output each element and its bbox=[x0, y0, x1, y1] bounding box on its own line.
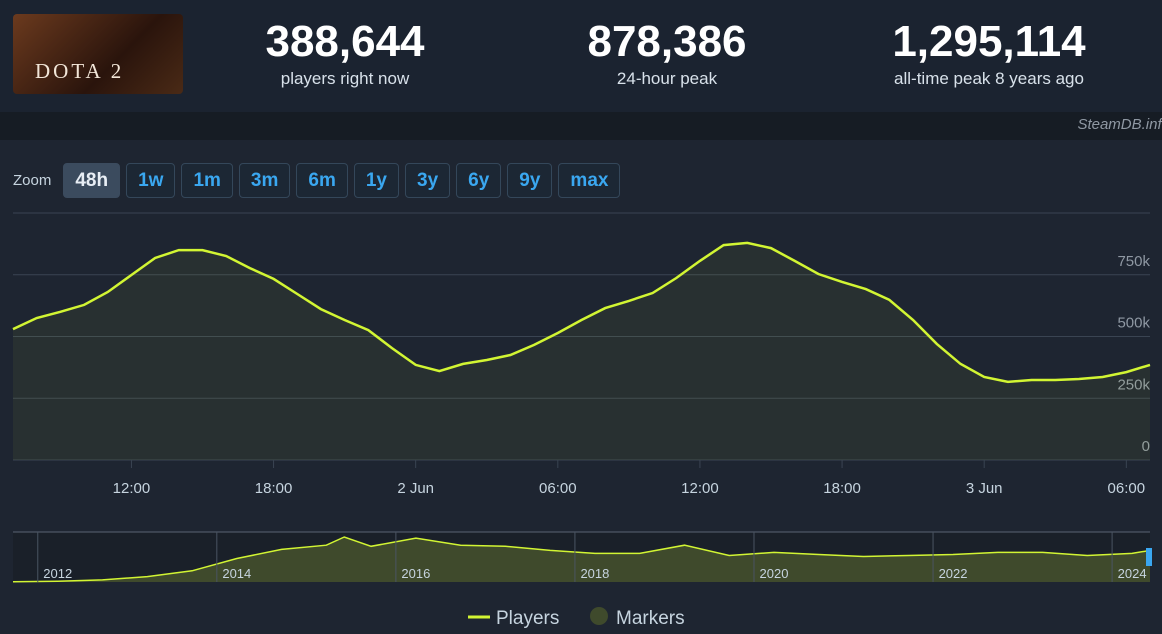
area-fill bbox=[13, 242, 1150, 460]
credit: SteamDB.info bbox=[1077, 116, 1162, 133]
zoom-button[interactable]: 3y bbox=[405, 163, 451, 198]
stat: 1,295,114 all-time peak 8 years ago bbox=[829, 16, 1149, 90]
stat-value: 1,295,114 bbox=[892, 17, 1086, 66]
y-tick-label: 500k bbox=[1117, 315, 1150, 332]
zoom-button[interactable]: 1m bbox=[181, 163, 233, 198]
stat-value: 388,644 bbox=[265, 17, 425, 66]
navigator-tick-label: 2018 bbox=[580, 566, 609, 581]
x-tick-label: 06:00 bbox=[539, 480, 577, 497]
stat-label: 24-hour peak bbox=[616, 69, 718, 88]
zoom-button[interactable]: max bbox=[558, 163, 621, 198]
x-tick-label: 06:00 bbox=[1108, 480, 1146, 497]
zoom-button[interactable]: 6m bbox=[296, 163, 348, 198]
stat-value: 878,386 bbox=[587, 17, 747, 66]
x-tick-label: 12:00 bbox=[113, 480, 151, 497]
stat-label: players right now bbox=[280, 69, 410, 88]
stat: 878,386 24-hour peak bbox=[507, 16, 827, 90]
header: DOTA 2 388,644 players right now 878,386 2… bbox=[0, 0, 1162, 112]
stat-label: all-time peak 8 years ago bbox=[894, 69, 1084, 88]
x-tick-label: 3 Jun bbox=[966, 480, 1003, 497]
zoom-button[interactable]: 1y bbox=[353, 163, 399, 198]
navigator-tick-label: 2024 bbox=[1118, 566, 1147, 581]
x-tick-label: 18:00 bbox=[823, 480, 861, 497]
navigator-handle[interactable] bbox=[1146, 548, 1152, 566]
navigator-tick-label: 2012 bbox=[43, 566, 72, 581]
navigator-tick-label: 2016 bbox=[401, 566, 430, 581]
navigator-line bbox=[12, 536, 1151, 583]
logo-text: DOTA 2 bbox=[35, 59, 125, 83]
zoom-button[interactable]: 1w bbox=[126, 163, 176, 198]
zoom-bar: Zoom 48h 1w 1m 3m 6m 1y 3y 6y 9y max bbox=[13, 163, 621, 198]
zoom-button[interactable]: 9y bbox=[507, 163, 553, 198]
y-tick-label: 750k bbox=[1117, 253, 1150, 270]
zoom-button[interactable]: 48h bbox=[63, 163, 121, 198]
zoom-label: Zoom bbox=[13, 172, 52, 189]
legend-marker bbox=[590, 607, 608, 625]
game-logo[interactable]: DOTA 2 bbox=[13, 14, 183, 94]
legend-label: Players bbox=[496, 608, 559, 629]
y-tick-label: 250k bbox=[1117, 376, 1150, 393]
navigator-tick-label: 2022 bbox=[939, 566, 968, 581]
legend-label: Markers bbox=[616, 608, 685, 629]
stat: 388,644 players right now bbox=[185, 16, 505, 90]
zoom-button[interactable]: 3m bbox=[238, 163, 291, 198]
x-tick-label: 12:00 bbox=[681, 480, 719, 497]
x-tick-label: 2 Jun bbox=[397, 480, 434, 497]
navigator-tick-label: 2014 bbox=[222, 566, 251, 581]
series-line bbox=[12, 241, 1151, 384]
zoom-button[interactable]: 6y bbox=[456, 163, 502, 198]
x-tick-label: 18:00 bbox=[255, 480, 293, 497]
navigator-tick-label: 2020 bbox=[760, 566, 789, 581]
y-tick-label: 0 bbox=[1142, 438, 1150, 455]
header-strip bbox=[0, 112, 1162, 140]
